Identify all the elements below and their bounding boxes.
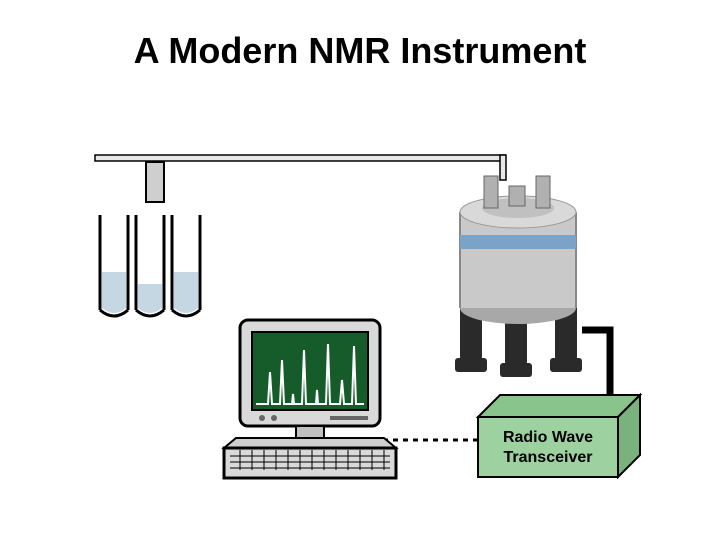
nmr-tubes [100, 215, 200, 316]
nmr-tube-1 [100, 215, 128, 316]
nmr-tube-3 [172, 215, 200, 316]
nmr-magnet [455, 155, 582, 377]
autosampler-arm [95, 155, 505, 202]
diagram-canvas: Radio Wave Transceiver [0, 0, 720, 540]
transceiver-label-line1: Radio Wave [503, 429, 593, 446]
radio-wave-transceiver: Radio Wave Transceiver [478, 395, 640, 477]
computer [224, 320, 396, 478]
transceiver-label-line2: Transceiver [504, 449, 593, 466]
nmr-tube-2 [136, 215, 164, 316]
